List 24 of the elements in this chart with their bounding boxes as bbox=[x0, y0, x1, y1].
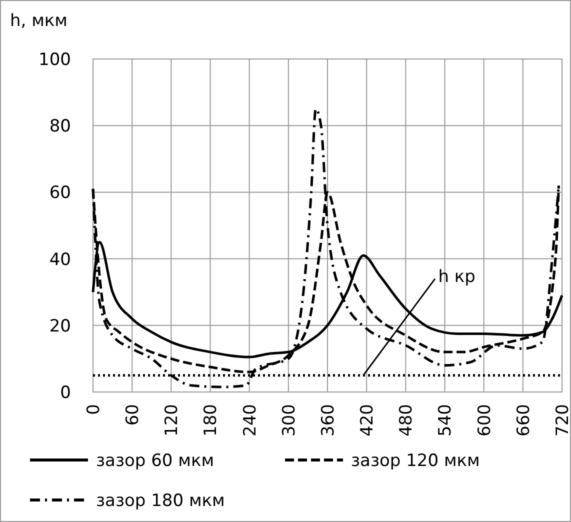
legend-label: зазор 120 мкм bbox=[351, 450, 480, 471]
x-tick-label: 540 bbox=[436, 404, 456, 436]
x-tick-label: 660 bbox=[514, 404, 534, 436]
x-tick-label: 420 bbox=[358, 404, 378, 436]
x-tick-label: 60 bbox=[123, 404, 144, 426]
y-tick-label: 60 bbox=[49, 183, 71, 204]
y-tick-label: 20 bbox=[49, 316, 71, 336]
ref-line-label: h кр bbox=[438, 267, 476, 288]
y-tick-label: 40 bbox=[49, 250, 71, 270]
x-tick-label: 360 bbox=[318, 404, 338, 436]
y-tick-label: 80 bbox=[49, 116, 71, 137]
y-tick-label: 100 bbox=[38, 50, 71, 70]
y-tick-label: 0 bbox=[60, 382, 71, 403]
x-tick-label: 600 bbox=[474, 404, 495, 436]
x-tick-label: 720 bbox=[552, 404, 571, 436]
x-tick-label: 180 bbox=[201, 404, 222, 436]
x-tick-label: 0 bbox=[84, 404, 104, 415]
legend-label: зазор 180 мкм bbox=[96, 490, 225, 511]
x-tick-label: 300 bbox=[279, 404, 300, 436]
legend-label: зазор 60 мкм bbox=[96, 450, 214, 471]
y-axis-title: h, мкм bbox=[10, 11, 68, 31]
x-tick-label: 120 bbox=[162, 404, 182, 436]
x-tick-label: 240 bbox=[240, 404, 260, 436]
x-tick-label: 480 bbox=[396, 404, 417, 436]
